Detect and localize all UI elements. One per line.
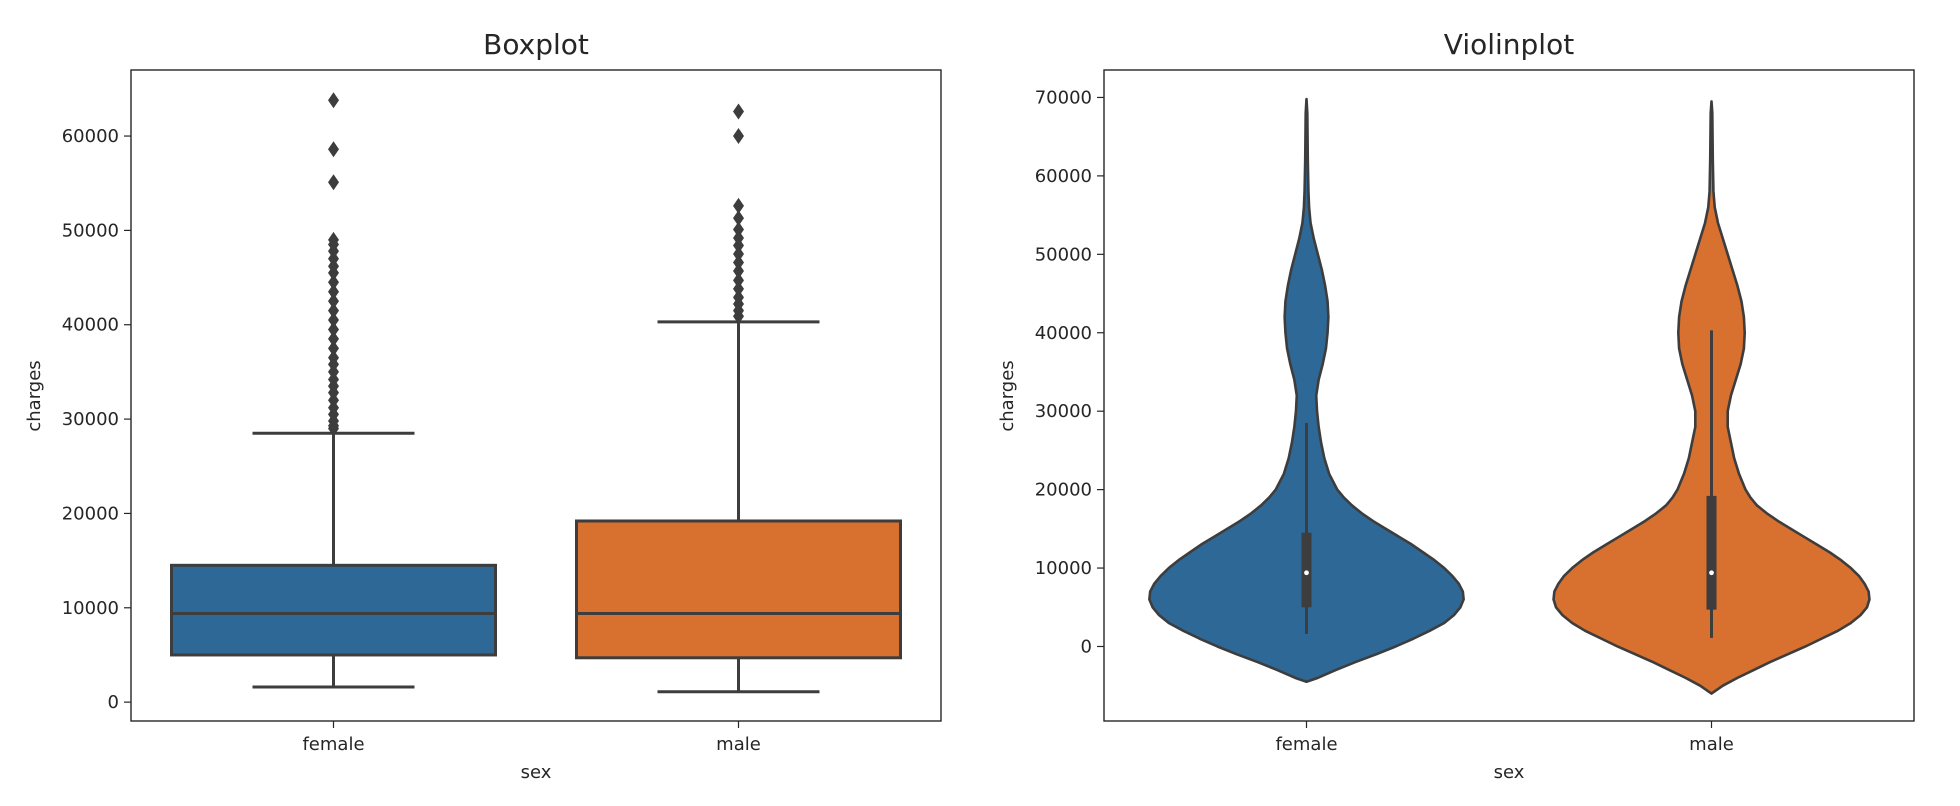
- outlier-point: [733, 221, 744, 238]
- violinplot-frame: [1103, 69, 1915, 722]
- boxplot-ytick-label: 0: [108, 692, 119, 713]
- boxplot-y-ticks: 0 10000 20000 30000 40000 50000 60000: [62, 126, 131, 713]
- violinplot-ytick-label: 10000: [1035, 558, 1092, 579]
- violin-iqr-box: [1301, 532, 1312, 608]
- violinplot-y-ticks: 0 10000 20000 30000 40000 50000 60000 70000: [1035, 87, 1104, 657]
- outlier-point: [328, 174, 339, 191]
- violinplot-title: Violinplot: [1444, 28, 1574, 61]
- boxplot-marks: [170, 92, 902, 694]
- violin-male: [1552, 100, 1871, 695]
- outlier-point: [733, 254, 744, 271]
- violinplot-xtick-label: male: [1689, 734, 1734, 755]
- box-male: [575, 103, 902, 694]
- violinplot-ytick-label: 30000: [1035, 401, 1092, 422]
- violinplot-ytick-label: 40000: [1035, 323, 1092, 344]
- violin-median-dot: [1709, 570, 1714, 576]
- outlier-point: [328, 141, 339, 158]
- violinplot-x-ticks: female male: [1275, 721, 1734, 755]
- box-female: [170, 92, 497, 689]
- outlier-point: [733, 128, 744, 145]
- outlier-point: [328, 349, 339, 366]
- boxplot-frame: [130, 69, 942, 722]
- violinplot-ytick-label: 50000: [1035, 244, 1092, 265]
- boxplot-panel: Boxplot 0100002000030000400005000060000 …: [24, 28, 942, 783]
- violinplot-ytick-label: 0: [1081, 636, 1092, 657]
- outlier-point: [328, 283, 339, 300]
- violinplot-x-axis-label: sex: [1494, 762, 1525, 783]
- outlier-point: [733, 289, 744, 306]
- violinplot-y-axis-label: charges: [997, 360, 1018, 431]
- boxplot-y-axis-label: charges: [24, 360, 45, 431]
- outlier-point: [328, 330, 339, 347]
- box-iqr: [575, 519, 902, 660]
- violinplot-xtick-label: female: [1275, 734, 1337, 755]
- boxplot-ytick-label: 30000: [62, 409, 119, 430]
- outlier-point: [733, 262, 744, 279]
- outlier-point: [328, 231, 339, 248]
- outlier-point: [733, 197, 744, 214]
- violinplot-ytick-label: 20000: [1035, 480, 1092, 501]
- outlier-point: [733, 272, 744, 289]
- boxplot-ytick-label: 20000: [62, 503, 119, 524]
- outlier-point: [328, 321, 339, 338]
- outlier-point: [328, 293, 339, 310]
- boxplot-ytick-label: 60000: [62, 126, 119, 147]
- outlier-point: [328, 312, 339, 329]
- boxplot-ytick-label: 40000: [62, 315, 119, 336]
- boxplot-ytick-label: 50000: [62, 220, 119, 241]
- boxplot-title: Boxplot: [483, 28, 589, 61]
- violinplot-ytick-label: 60000: [1035, 166, 1092, 187]
- outlier-point: [733, 210, 744, 227]
- outlier-point: [328, 92, 339, 109]
- violin-body: [1148, 97, 1465, 684]
- boxplot-xtick-label: female: [302, 734, 364, 755]
- boxplot-x-ticks: female male: [302, 721, 761, 755]
- violinplot-ytick-label: 70000: [1035, 87, 1092, 108]
- violinplot-panel: Violinplot 0 10000 20000 30000 40000 50000 600…: [997, 28, 1915, 783]
- outlier-point: [733, 245, 744, 262]
- boxplot-x-axis-label: sex: [521, 762, 552, 783]
- boxplot-ytick-label: 10000: [62, 598, 119, 619]
- violin-female: [1148, 97, 1465, 684]
- outlier-point: [328, 302, 339, 319]
- boxplot-xtick-label: male: [716, 734, 761, 755]
- box-iqr: [170, 563, 497, 657]
- outlier-point: [733, 229, 744, 246]
- outlier-point: [733, 103, 744, 120]
- outlier-point: [328, 340, 339, 357]
- outlier-point: [733, 280, 744, 297]
- violin-median-dot: [1304, 570, 1309, 576]
- outlier-point: [328, 274, 339, 291]
- violin-iqr-box: [1706, 495, 1717, 610]
- violinplot-marks: [1148, 97, 1871, 695]
